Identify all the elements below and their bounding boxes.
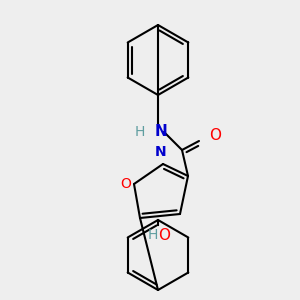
Text: N: N <box>155 145 167 159</box>
Text: N: N <box>155 124 168 140</box>
Text: O: O <box>120 177 131 191</box>
Text: O: O <box>158 228 170 243</box>
Text: O: O <box>209 128 221 143</box>
Text: H: H <box>148 228 158 242</box>
Text: H: H <box>135 125 145 139</box>
